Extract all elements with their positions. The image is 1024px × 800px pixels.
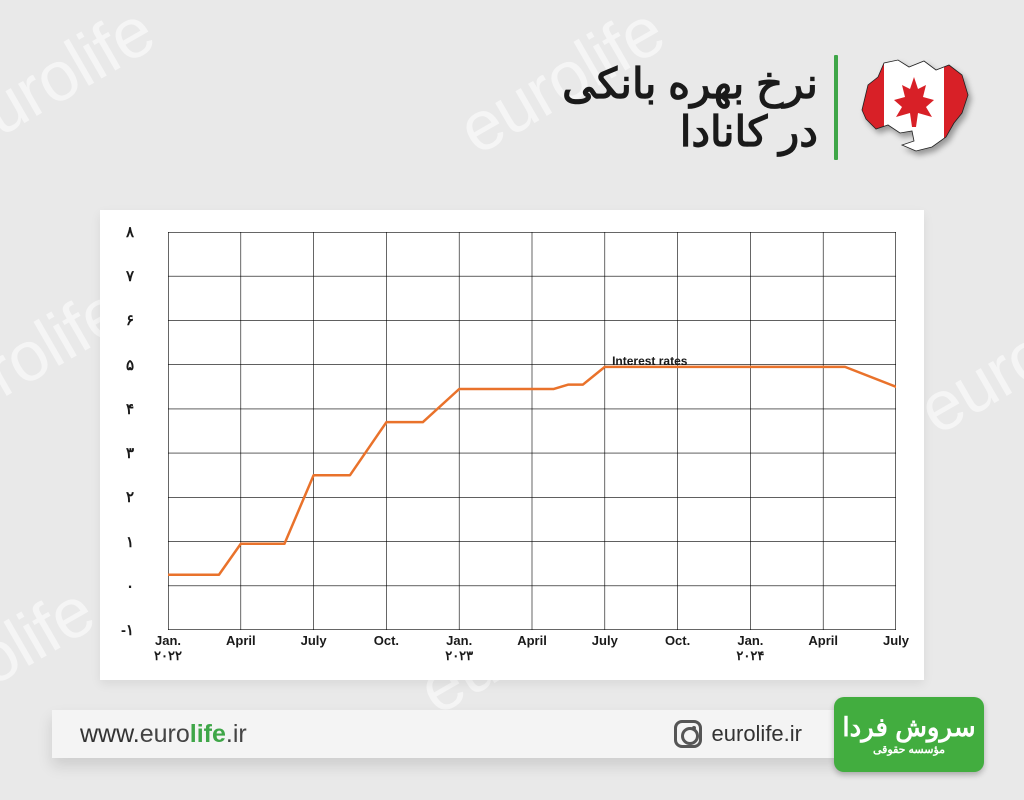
x-tick-label: Jan. ۲۰۲۲: [154, 634, 182, 664]
website-url: www.eurolife.ir: [80, 720, 247, 749]
y-tick-label: ۵: [126, 356, 134, 374]
y-tick-label: ۲: [126, 488, 134, 506]
url-prefix: www.: [80, 720, 140, 748]
y-tick-label: -۱: [121, 621, 134, 639]
y-tick-label: ۱: [126, 533, 134, 551]
x-axis-labels: Jan. ۲۰۲۲AprilJulyOct.Jan. ۲۰۲۳AprilJuly…: [168, 634, 896, 674]
instagram-icon: [674, 720, 702, 748]
page-title: نرخ بهره بانکی در کانادا: [562, 55, 818, 157]
y-tick-label: ۴: [126, 400, 134, 418]
title-separator: [834, 55, 838, 160]
watermark: eurolife: [0, 0, 167, 170]
y-tick-label: ۳: [126, 444, 134, 462]
url-suffix: .ir: [226, 720, 247, 748]
x-tick-label: April: [517, 634, 547, 649]
y-tick-label: ۰: [126, 577, 134, 595]
canada-map-flag-icon: [854, 55, 974, 155]
x-tick-label: July: [883, 634, 909, 649]
series-label: Interest rates: [612, 354, 687, 368]
title-line-1: نرخ بهره بانکی: [562, 60, 818, 108]
x-tick-label: April: [226, 634, 256, 649]
url-euro: euro: [140, 720, 190, 748]
badge-line1: سروش فردا: [842, 714, 975, 740]
y-tick-label: ۸: [126, 223, 134, 241]
x-tick-label: July: [301, 634, 327, 649]
url-life: life: [190, 720, 226, 748]
header: نرخ بهره بانکی در کانادا: [562, 55, 974, 160]
chart-plot: [168, 232, 896, 630]
instagram-text: eurolife.ir: [712, 721, 802, 747]
y-tick-label: ۷: [126, 267, 134, 285]
x-tick-label: July: [592, 634, 618, 649]
title-line-2: در کانادا: [680, 108, 818, 156]
x-tick-label: Jan. ۲۰۲۳: [445, 634, 473, 664]
instagram-handle: eurolife.ir: [674, 720, 802, 748]
x-tick-label: Oct.: [665, 634, 690, 649]
x-tick-label: April: [808, 634, 838, 649]
badge-line2: مؤسسه حقوقی: [873, 743, 945, 756]
x-tick-label: Oct.: [374, 634, 399, 649]
x-tick-label: Jan. ۲۰۲۴: [736, 634, 764, 664]
interest-rate-chart: -۱ ۰ ۱ ۲ ۳ ۴ ۵ ۶ ۷ ۸ Jan. ۲۰۲۲ April July Oct. Jan. ۲…: [100, 210, 924, 680]
farda-badge: سروش فردا مؤسسه حقوقی: [834, 697, 984, 772]
y-tick-label: ۶: [126, 311, 134, 329]
